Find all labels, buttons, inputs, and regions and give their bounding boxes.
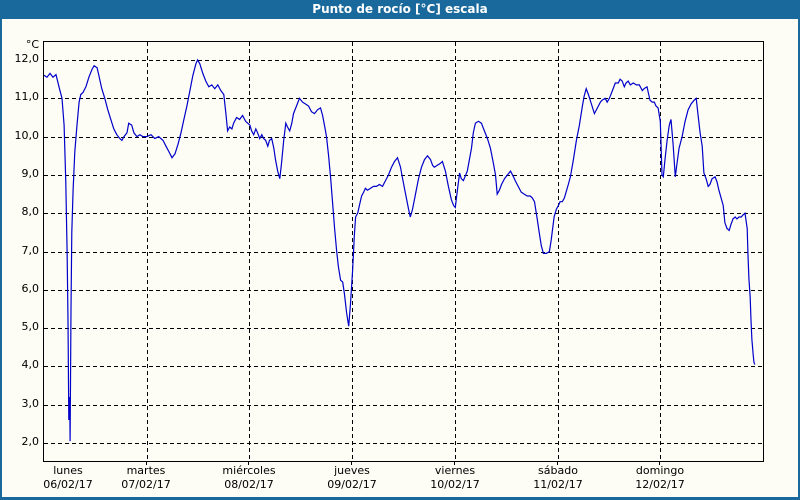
- day-name: jueves: [334, 464, 370, 477]
- day-date: 12/02/17: [635, 478, 685, 491]
- x-day-label: lunes 06/02/17: [43, 464, 92, 492]
- y-tick-label: 9,0: [21, 166, 40, 180]
- day-name: domingo: [635, 464, 685, 477]
- x-tick-mark: [146, 461, 147, 465]
- y-tick-label: 2,0: [21, 434, 40, 448]
- x-day-label: miércoles 08/02/17: [222, 464, 275, 492]
- x-day-label: domingo 12/02/17: [635, 464, 684, 492]
- y-tick-label: 3,0: [21, 396, 40, 410]
- y-axis-unit-label: °C: [25, 38, 39, 51]
- day-name: lunes: [53, 464, 83, 477]
- day-date: 09/02/17: [327, 478, 377, 491]
- x-day-label: sábado 11/02/17: [533, 464, 582, 492]
- day-date: 07/02/17: [121, 478, 171, 491]
- y-tick-label: 8,0: [21, 205, 40, 219]
- x-day-label: jueves 09/02/17: [327, 464, 376, 492]
- day-date: 11/02/17: [533, 478, 583, 491]
- day-date: 08/02/17: [224, 478, 274, 491]
- dew-point-line-chart: [44, 42, 763, 461]
- y-tick-label: 12,0: [14, 52, 40, 65]
- x-tick-mark: [248, 461, 249, 465]
- y-tick-label: 11,0: [14, 90, 40, 104]
- chart-title-bar: Punto de rocío [°C] escala: [2, 0, 798, 19]
- day-name: viernes: [434, 464, 476, 477]
- day-date: 06/02/17: [43, 478, 93, 491]
- y-tick-label: 6,0: [21, 281, 40, 295]
- y-tick-label: 7,0: [21, 243, 40, 257]
- day-name: martes: [126, 464, 166, 477]
- y-tick-label: 10,0: [14, 128, 40, 142]
- x-tick-mark: [454, 461, 455, 465]
- plot-area: [43, 41, 764, 462]
- x-day-label: viernes 10/02/17: [430, 464, 479, 492]
- day-date: 10/02/17: [430, 478, 480, 491]
- y-tick-label: 5,0: [21, 320, 40, 334]
- chart-title: Punto de rocío [°C] escala: [312, 2, 488, 16]
- x-tick-mark: [659, 461, 660, 465]
- x-tick-mark: [351, 461, 352, 465]
- y-tick-label: 4,0: [21, 358, 40, 372]
- day-name: miércoles: [222, 464, 276, 477]
- x-day-label: martes 07/02/17: [121, 464, 170, 492]
- x-tick-mark: [557, 461, 558, 465]
- day-name: sábado: [538, 464, 578, 477]
- dew-point-series-line: [44, 58, 756, 442]
